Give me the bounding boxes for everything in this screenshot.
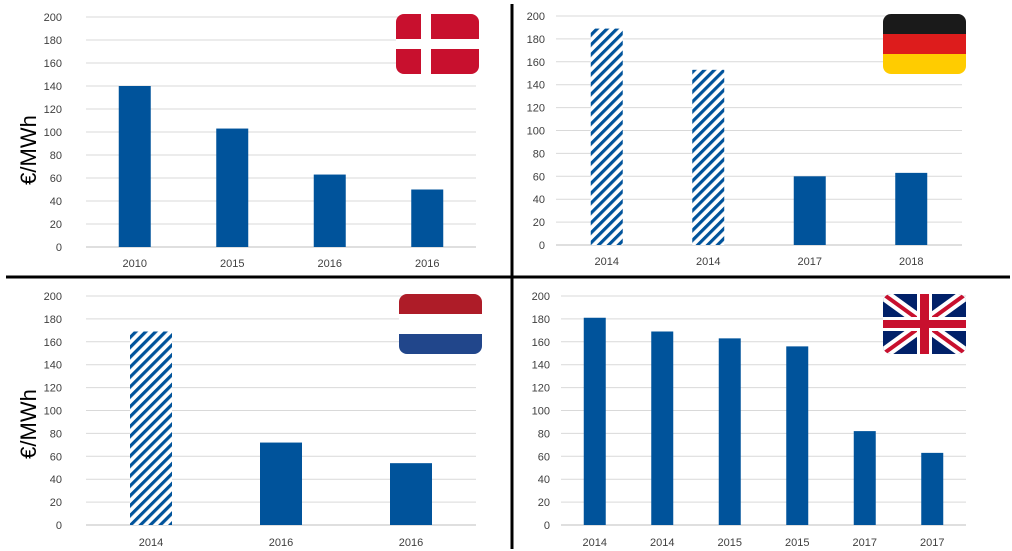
- bar: [853, 431, 876, 525]
- y-tick-label: 120: [527, 103, 545, 115]
- bar: [651, 331, 674, 525]
- y-tick-label: 100: [527, 126, 545, 138]
- y-tick-label: 80: [533, 148, 545, 160]
- y-tick-label: 60: [538, 451, 550, 463]
- bar: [921, 452, 944, 525]
- chart-panel-denmark: 0 20 40 60 80 100 120 140 160 180 200 2010 2015 2016 2…: [44, 12, 476, 270]
- y-tick-label: 160: [44, 337, 62, 349]
- y-tick-label: 0: [539, 240, 545, 252]
- y-tick-label: 60: [50, 451, 62, 463]
- y-tick-label: 180: [44, 314, 62, 326]
- y-tick-label: 200: [44, 12, 62, 24]
- denmark-flag: [396, 14, 479, 74]
- united-kingdom-flag: [883, 294, 966, 354]
- bar: [118, 86, 151, 247]
- y-tick-label: 100: [44, 127, 62, 139]
- y-tick-label: 200: [527, 11, 545, 23]
- y-tick-label: 140: [44, 360, 62, 372]
- y-tick-label: 160: [44, 58, 62, 70]
- bar: [793, 176, 826, 245]
- bar: [895, 172, 928, 245]
- y-tick-label: 100: [44, 406, 62, 418]
- y-tick-label: 120: [44, 383, 62, 395]
- bar: [786, 346, 809, 525]
- y-tick-label: 0: [56, 520, 62, 532]
- bar: [411, 189, 444, 247]
- y-tick-label: 200: [532, 291, 550, 303]
- chart-panel-united-kingdom: 0 20 40 60 80 100 120 140 160 180 200 2014 2014 2015 2…: [532, 291, 966, 549]
- x-tick-label: 2016: [399, 537, 423, 549]
- x-tick-label: 2015: [718, 537, 742, 549]
- x-tick-label: 2017: [853, 537, 877, 549]
- bar-hatched: [590, 28, 623, 245]
- x-tick-label: 2016: [415, 258, 439, 270]
- y-tick-label: 100: [532, 406, 550, 418]
- y-tick-label: 140: [44, 81, 62, 93]
- x-tick-label: 2016: [318, 258, 342, 270]
- y-tick-label: 20: [538, 497, 550, 509]
- y-tick-label: 60: [533, 171, 545, 183]
- y-tick-label: 120: [44, 104, 62, 116]
- y-tick-label: 140: [532, 360, 550, 372]
- y-tick-label: 60: [50, 173, 62, 185]
- y-tick-label: 200: [44, 291, 62, 303]
- y-axis-label-top: €/MWh: [16, 115, 41, 185]
- y-tick-label: 40: [533, 194, 545, 206]
- bar: [583, 317, 606, 525]
- x-tick-label: 2014: [650, 537, 674, 549]
- y-tick-label: 40: [50, 196, 62, 208]
- x-tick-label: 2014: [583, 537, 607, 549]
- y-tick-label: 120: [532, 383, 550, 395]
- y-tick-label: 40: [538, 474, 550, 486]
- bar: [390, 463, 432, 525]
- y-tick-label: 0: [544, 520, 550, 532]
- y-tick-label: 180: [44, 35, 62, 47]
- bar: [718, 338, 741, 525]
- y-tick-label: 0: [56, 242, 62, 254]
- y-tick-label: 160: [532, 337, 550, 349]
- y-tick-label: 20: [50, 497, 62, 509]
- y-axis-label-bottom: €/MWh: [16, 389, 41, 459]
- bar: [216, 128, 249, 247]
- netherlands-flag: [399, 294, 482, 354]
- y-tick-label: 80: [50, 150, 62, 162]
- bar-hatched: [130, 331, 172, 525]
- x-tick-label: 2016: [269, 537, 293, 549]
- bar: [313, 174, 346, 247]
- x-tick-label: 2017: [920, 537, 944, 549]
- bar: [260, 442, 302, 525]
- x-tick-label: 2015: [785, 537, 809, 549]
- y-tick-label: 180: [532, 314, 550, 326]
- bar-hatched: [692, 69, 725, 245]
- x-tick-label: 2018: [899, 256, 923, 268]
- germany-flag: [883, 14, 966, 74]
- x-tick-label: 2014: [696, 256, 720, 268]
- y-tick-label: 180: [527, 34, 545, 46]
- y-tick-label: 80: [50, 428, 62, 440]
- y-tick-label: 140: [527, 80, 545, 92]
- y-tick-label: 20: [50, 219, 62, 231]
- y-tick-label: 160: [527, 57, 545, 69]
- y-tick-label: 80: [538, 428, 550, 440]
- y-tick-label: 40: [50, 474, 62, 486]
- x-tick-label: 2015: [220, 258, 244, 270]
- x-tick-label: 2010: [123, 258, 147, 270]
- x-tick-label: 2017: [798, 256, 822, 268]
- x-tick-label: 2014: [139, 537, 163, 549]
- y-tick-label: 20: [533, 217, 545, 229]
- x-tick-label: 2014: [595, 256, 619, 268]
